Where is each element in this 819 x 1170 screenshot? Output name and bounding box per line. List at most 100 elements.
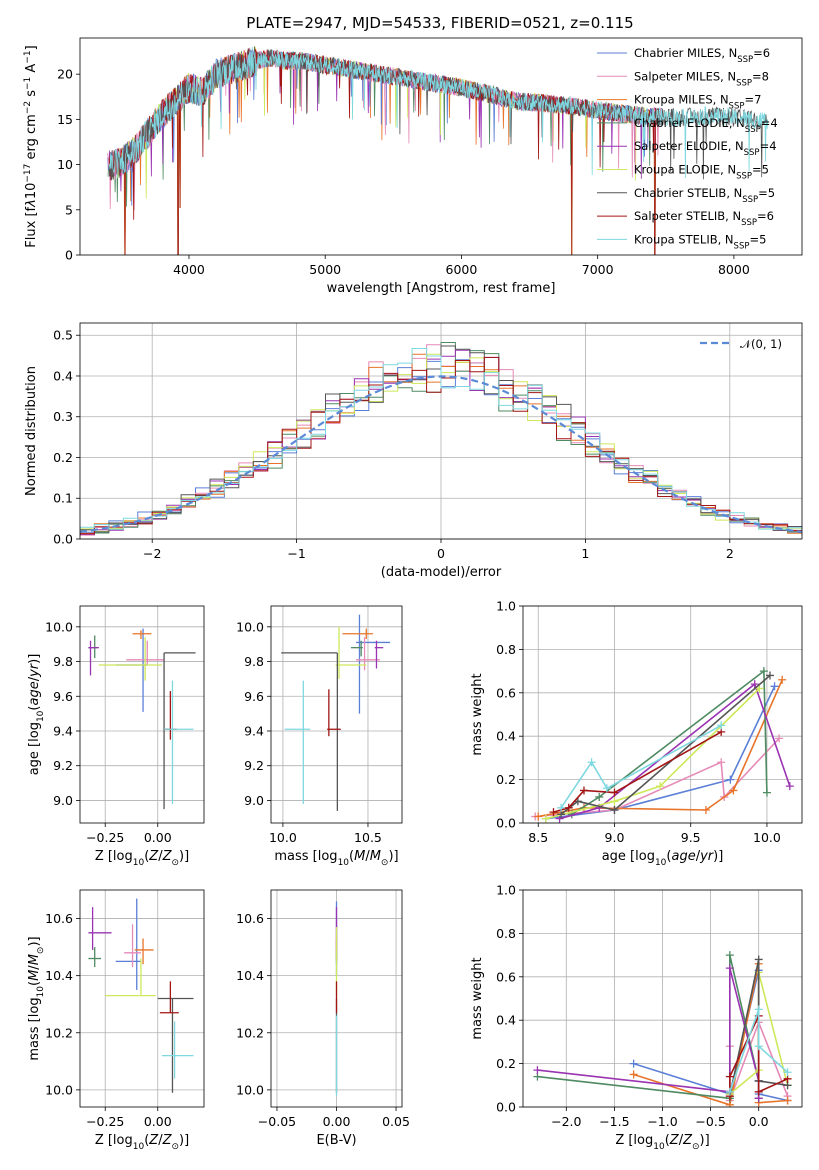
panel-residuals: −2 −1 0 1 2 0.0 0.1 0.2 0.3 0.4 0.5 (data-model)/er… [24,322,803,580]
x-tick-label: 9.5 [681,830,701,845]
errorbar-point-kroupa-stelib [284,680,311,804]
normal-reference-curve [80,375,802,533]
errorbar-point-salpeter-elodie [88,640,99,676]
x-axis-label: wavelength [Angstrom, rest frame] [327,281,556,296]
weight-marker [610,805,619,814]
y-tick-label: 9.2 [244,758,264,773]
errorbar-point-kroupa-elodie [98,637,162,681]
weight-marker [754,1005,763,1014]
errorbar-point-kroupa-stelib [161,1021,194,1079]
weight-line [545,687,760,820]
legend-label: 𝒩(0, 1) [740,337,782,351]
weight-marker [557,803,566,812]
weight-marker [778,675,787,684]
weight-marker [762,788,771,797]
x-tick-label: 5000 [309,262,341,277]
y-tick-label: 0.4 [496,1013,516,1028]
y-tick-label: 9.2 [53,758,73,773]
panel-mass-vs-ebv: −0.05 0.00 0.05 10.0 10.2 10.4 10.6 E(B-V) [236,889,410,1148]
x-tick-label: 1 [581,546,589,561]
axes: −0.05 0.00 0.05 10.0 10.2 10.4 10.6 E(B-V) [236,889,410,1148]
weight-marker [587,758,596,767]
weight-marker [759,667,768,676]
x-tick-label: 10.5 [354,830,382,845]
errorbar-point-salpeter-stelib [327,689,341,737]
errorbar-point-kroupa-elodie [105,958,156,997]
x-tick-label: 0.00 [144,830,172,845]
axes-frame [79,322,803,540]
figure-title: PLATE=2947, MJD=54533, FIBERID=0521, z=0… [246,14,633,32]
weight-marker [549,808,558,817]
y-tick-label: 9.0 [244,793,264,808]
weight-marker [610,797,619,806]
axes: 10.0 10.5 9.0 9.2 9.4 9.6 9.8 10.0 mass [log10(M… [236,605,403,868]
y-tick-label: 5 [65,202,73,217]
y-tick-label: 0.0 [496,1100,516,1115]
y-tick-label: 0.2 [496,1056,516,1071]
x-tick-label: 0.0 [749,1114,769,1129]
y-axis-label: mass weight [470,957,485,1039]
panel-age-vs-mass: 10.0 10.5 9.0 9.2 9.4 9.6 9.8 10.0 mass [log10(M… [236,605,403,868]
y-tick-label: 0.0 [496,816,516,831]
y-tick-label: 20 [57,67,73,82]
plot-area [107,46,769,255]
x-tick-label: 8.5 [528,830,548,845]
weight-series-chabrier-elodie [567,667,771,819]
weight-marker [765,671,774,680]
x-tick-label: 0.05 [382,1114,410,1129]
y-axis-label: age [log10(age/yr)] [27,654,46,776]
x-axis-label: age [log10(age/yr)] [602,849,724,868]
weight-marker [629,1070,638,1079]
y-tick-label: 0.2 [53,450,73,465]
plot-area [88,628,196,810]
weight-series-kroupa-stelib [557,721,726,812]
x-tick-label: 2 [726,546,734,561]
errorbar-point-kroupa-elodie [335,626,367,679]
weight-marker [775,734,784,743]
errorbar-point-salpeter-miles [124,924,141,968]
weight-marker [783,1068,792,1077]
axes: −2.0 −1.5 −1.0 −0.5 0.0 0.0 0.2 0.4 0.6 0.8 1.0 Z [… [470,883,803,1152]
spectrum-line-kroupa-stelib [109,46,769,179]
weight-marker [725,964,734,973]
y-tick-label: 0.6 [496,685,516,700]
weight-marker [595,792,604,801]
y-tick-label: 0.0 [53,532,73,547]
y-tick-label: 9.8 [53,654,73,669]
y-tick-label: 10.0 [45,619,73,634]
y-tick-label: 0.5 [53,328,73,343]
errorbar-point-chabrier-stelib [157,997,194,1093]
y-tick-label: 0.6 [496,969,516,984]
y-tick-label: 15 [57,112,73,127]
y-tick-label: 10.0 [236,619,264,634]
x-tick-label: −0.5 [695,1114,725,1129]
weight-marker [602,784,611,793]
axes: 8.5 9.0 9.5 10.0 0.0 0.2 0.4 0.6 0.8 1.0 age [log1… [470,599,803,868]
axes-frame [79,889,205,1108]
y-tick-label: 0.2 [496,772,516,787]
weight-marker [729,786,738,795]
weight-marker [725,1072,734,1081]
y-tick-label: 10.4 [236,968,264,983]
y-tick-label: 0.8 [496,642,516,657]
weight-marker [656,782,665,791]
axes-frame [79,37,803,256]
y-axis-label: mass weight [470,673,485,755]
y-tick-label: 9.8 [244,654,264,669]
x-tick-label: 0.00 [323,1114,351,1129]
plot-area [533,951,792,1107]
x-tick-label: 10.0 [269,830,297,845]
errorbar-point-salpeter-elodie [88,907,112,950]
panel-weight-vs-z: −2.0 −1.5 −1.0 −0.5 0.0 0.0 0.2 0.4 0.6 0.8 1.0 Z [… [470,883,803,1152]
errorbar-point-chabrier-elodie [88,947,102,968]
weight-marker [717,721,726,730]
y-tick-label: 10 [57,157,73,172]
errorbar-point-chabrier-elodie [350,640,363,657]
y-tick-label: 0.1 [53,491,73,506]
weight-marker [610,788,619,797]
weight-marker [534,812,543,821]
weight-marker [701,805,710,814]
y-tick-label: 9.4 [244,723,264,738]
errorbar-point-kroupa-miles [134,938,154,965]
